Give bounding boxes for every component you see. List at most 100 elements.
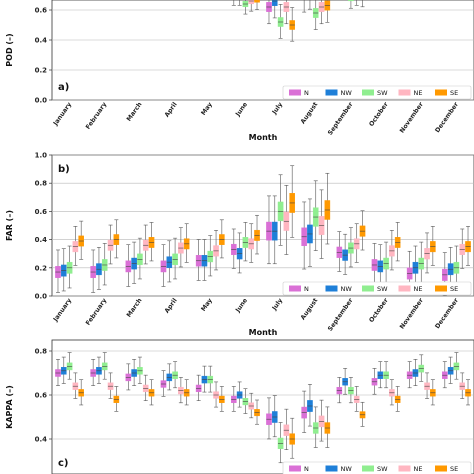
y-tick-label: 0.0: [35, 293, 48, 301]
y-tick-label: 0.6: [35, 7, 48, 15]
box-ne-december: [459, 372, 466, 399]
box-sw-october: [383, 361, 389, 389]
y-tick-label: 0.8: [35, 180, 48, 188]
box-se-february: [113, 219, 120, 259]
legend: N NW SW NE SE: [282, 85, 472, 100]
box-nw-december: [447, 356, 454, 384]
legend-label-ne: NE: [414, 465, 423, 473]
box-marks: [55, 352, 471, 464]
legend-swatch-nw: [325, 285, 338, 292]
y-axis-title: KAPPA (–): [5, 385, 14, 429]
box-ne-october: [389, 229, 395, 271]
box-n-april: [160, 370, 167, 397]
panel-label: b): [58, 164, 70, 175]
y-tick-label: 0.4: [35, 236, 48, 244]
box-n-august: [302, 0, 307, 13]
box-se-october: [394, 386, 401, 412]
box-nw-august: [307, 198, 313, 267]
legend-label-nw: NW: [341, 465, 353, 473]
box-se-june: [254, 399, 260, 425]
box-nw-october: [377, 244, 384, 287]
box: [254, 0, 260, 3]
legend-swatch-sw: [362, 89, 374, 96]
box-ne-march: [142, 374, 149, 401]
box-se-january: [78, 220, 84, 260]
box-sw-january: [66, 352, 73, 380]
legend-label-n: N: [304, 465, 309, 473]
legend-label-ne: NE: [414, 285, 423, 293]
box-ne-august: [318, 189, 325, 259]
x-tick-label: June: [234, 101, 249, 118]
box-ne-september: [354, 0, 359, 6]
box-sw-december: [453, 352, 460, 380]
box-ne-march: [142, 224, 149, 265]
plot-area: [51, 339, 474, 474]
y-tick-label: 0.2: [35, 264, 48, 272]
box-sw-march: [137, 356, 143, 384]
box-nw-june: [236, 232, 243, 274]
y-axis-title: FAR (–): [5, 210, 14, 241]
x-tick-label: December: [434, 296, 461, 330]
legend-swatch-sw: [362, 465, 374, 472]
box-se-october: [394, 222, 401, 262]
box-n-march: [125, 244, 132, 287]
box-sw-august: [312, 0, 319, 30]
y-tick-label: 0.6: [35, 392, 48, 400]
box-ne-november: [424, 372, 430, 399]
box-n-december: [442, 361, 448, 389]
x-tick-label: April: [164, 101, 179, 119]
x-tick-label: October: [368, 100, 390, 128]
x-tick-label: March: [126, 101, 144, 123]
box-se-february: [113, 386, 120, 412]
legend-label-n: N: [304, 285, 309, 293]
y-tick-label: 0.4: [35, 37, 48, 45]
legend-label-n: N: [304, 89, 309, 97]
box-n-july: [266, 0, 272, 25]
legend-swatch-ne: [398, 465, 411, 472]
box-nw-august: [307, 384, 313, 427]
legend-label-nw: NW: [341, 285, 353, 293]
box-n-february: [90, 249, 96, 293]
box-sw-april: [172, 361, 178, 389]
box-ne-july: [283, 0, 290, 25]
legend-swatch-nw: [325, 465, 338, 472]
box-n-june: [231, 228, 237, 269]
box-nw-june: [237, 0, 242, 6]
box-nw-february: [96, 247, 102, 290]
x-tick-label: November: [399, 296, 426, 330]
plot-area: [51, 154, 474, 297]
box-n-may: [195, 374, 202, 401]
box-sw-june: [242, 222, 249, 262]
box-se-may: [219, 386, 225, 412]
box-ne-october: [389, 379, 395, 406]
legend-label-se: SE: [450, 285, 458, 293]
box-sw-september: [348, 377, 354, 404]
box-nw-march: [131, 241, 137, 284]
box-ne-february: [107, 224, 114, 265]
x-tick-label: January: [52, 101, 74, 128]
box-se-august: [324, 0, 331, 23]
box-n-october: [371, 368, 378, 395]
plot-area: [51, 0, 474, 101]
y-tick-label: 0.2: [35, 67, 48, 75]
x-tick-label: January: [52, 297, 74, 324]
x-tick-label: July: [271, 101, 285, 116]
panel-label: c): [58, 458, 69, 469]
legend: N NW SW NE SE: [282, 281, 472, 296]
box-sw-june: [242, 0, 249, 15]
box-sw-september: [348, 0, 354, 9]
box-nw-january: [60, 248, 67, 292]
box-nw-november: [412, 359, 419, 386]
legend-frame: [282, 281, 472, 296]
box-ne-september: [353, 223, 360, 263]
legend-swatch-ne: [398, 285, 411, 292]
x-tick-label: August: [300, 297, 320, 321]
box-nw-july: [271, 0, 278, 19]
box-sw-november: [418, 354, 425, 382]
x-tick-label: December: [434, 100, 461, 134]
box-se-august: [324, 406, 331, 448]
y-tick-label: 0.0: [35, 97, 48, 105]
box-nw-august: [307, 0, 312, 10]
box-ne-june: [248, 392, 255, 419]
legend: N NW SW NE SE: [282, 461, 472, 474]
